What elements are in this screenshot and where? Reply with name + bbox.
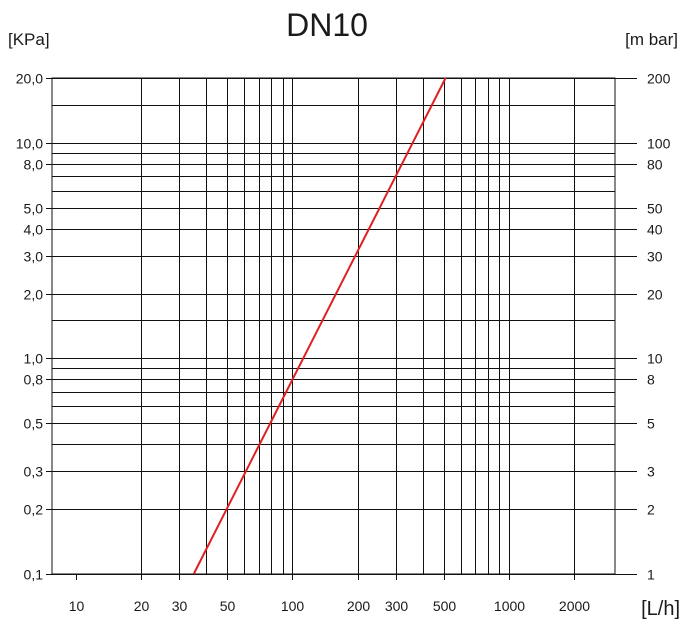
y-right-tick-label: 100 xyxy=(647,136,671,152)
x-tick-label: 500 xyxy=(433,598,457,614)
y-left-tick-label: 0,1 xyxy=(24,567,44,583)
y-right-tick-label: 10 xyxy=(647,351,663,367)
y-axis-left-label: [KPa] xyxy=(8,30,50,49)
y-left-tick-label: 5,0 xyxy=(24,201,44,217)
x-tick-label: 1000 xyxy=(494,598,525,614)
plot-frame xyxy=(51,77,616,575)
y-right-tick-label: 1 xyxy=(647,567,655,583)
y-right-tick-label: 2 xyxy=(647,502,655,518)
y-axis-right-label: [m bar] xyxy=(625,30,678,49)
y-left-tick-label: 8,0 xyxy=(24,157,44,173)
x-tick-label: 100 xyxy=(281,598,305,614)
tick-layer xyxy=(46,78,637,580)
x-tick-label: 20 xyxy=(134,598,150,614)
y-left-tick-label: 3,0 xyxy=(24,249,44,265)
y-right-tick-label: 5 xyxy=(647,416,655,432)
y-left-tick-label: 4,0 xyxy=(24,222,44,238)
tick-label-layer: 10 20 30 50 100 200 300 500 1000 2000 0,1 0,2 0,3 0,5… xyxy=(16,71,671,615)
x-tick-label: 30 xyxy=(172,598,188,614)
y-right-tick-label: 30 xyxy=(647,249,663,265)
x-tick-label: 10 xyxy=(69,598,85,614)
y-right-tick-label: 80 xyxy=(647,157,663,173)
y-right-tick-label: 40 xyxy=(647,222,663,238)
chart-title: DN10 xyxy=(286,7,368,43)
y-right-tick-label: 50 xyxy=(647,201,663,217)
y-left-tick-label: 10,0 xyxy=(16,136,43,152)
y-left-tick-label: 0,3 xyxy=(24,464,44,480)
x-axis-label: [L/h] xyxy=(641,598,680,620)
y-left-tick-label: 20,0 xyxy=(16,71,43,87)
x-tick-label: 50 xyxy=(220,598,236,614)
y-left-tick-label: 0,8 xyxy=(24,372,44,388)
pressure-drop-line xyxy=(192,77,447,575)
x-tick-label: 300 xyxy=(385,598,409,614)
x-tick-label: 2000 xyxy=(559,598,590,614)
x-tick-label: 200 xyxy=(347,598,371,614)
grid-layer xyxy=(51,77,616,575)
y-left-tick-label: 1,0 xyxy=(24,351,44,367)
series-layer xyxy=(192,77,447,575)
y-right-tick-label: 20 xyxy=(647,287,663,303)
y-right-tick-label: 200 xyxy=(647,71,671,87)
y-left-tick-label: 0,5 xyxy=(24,416,44,432)
y-right-tick-label: 3 xyxy=(647,464,655,480)
y-left-tick-label: 0,2 xyxy=(24,502,44,518)
y-left-tick-label: 2,0 xyxy=(24,287,44,303)
y-right-tick-label: 8 xyxy=(647,372,655,388)
